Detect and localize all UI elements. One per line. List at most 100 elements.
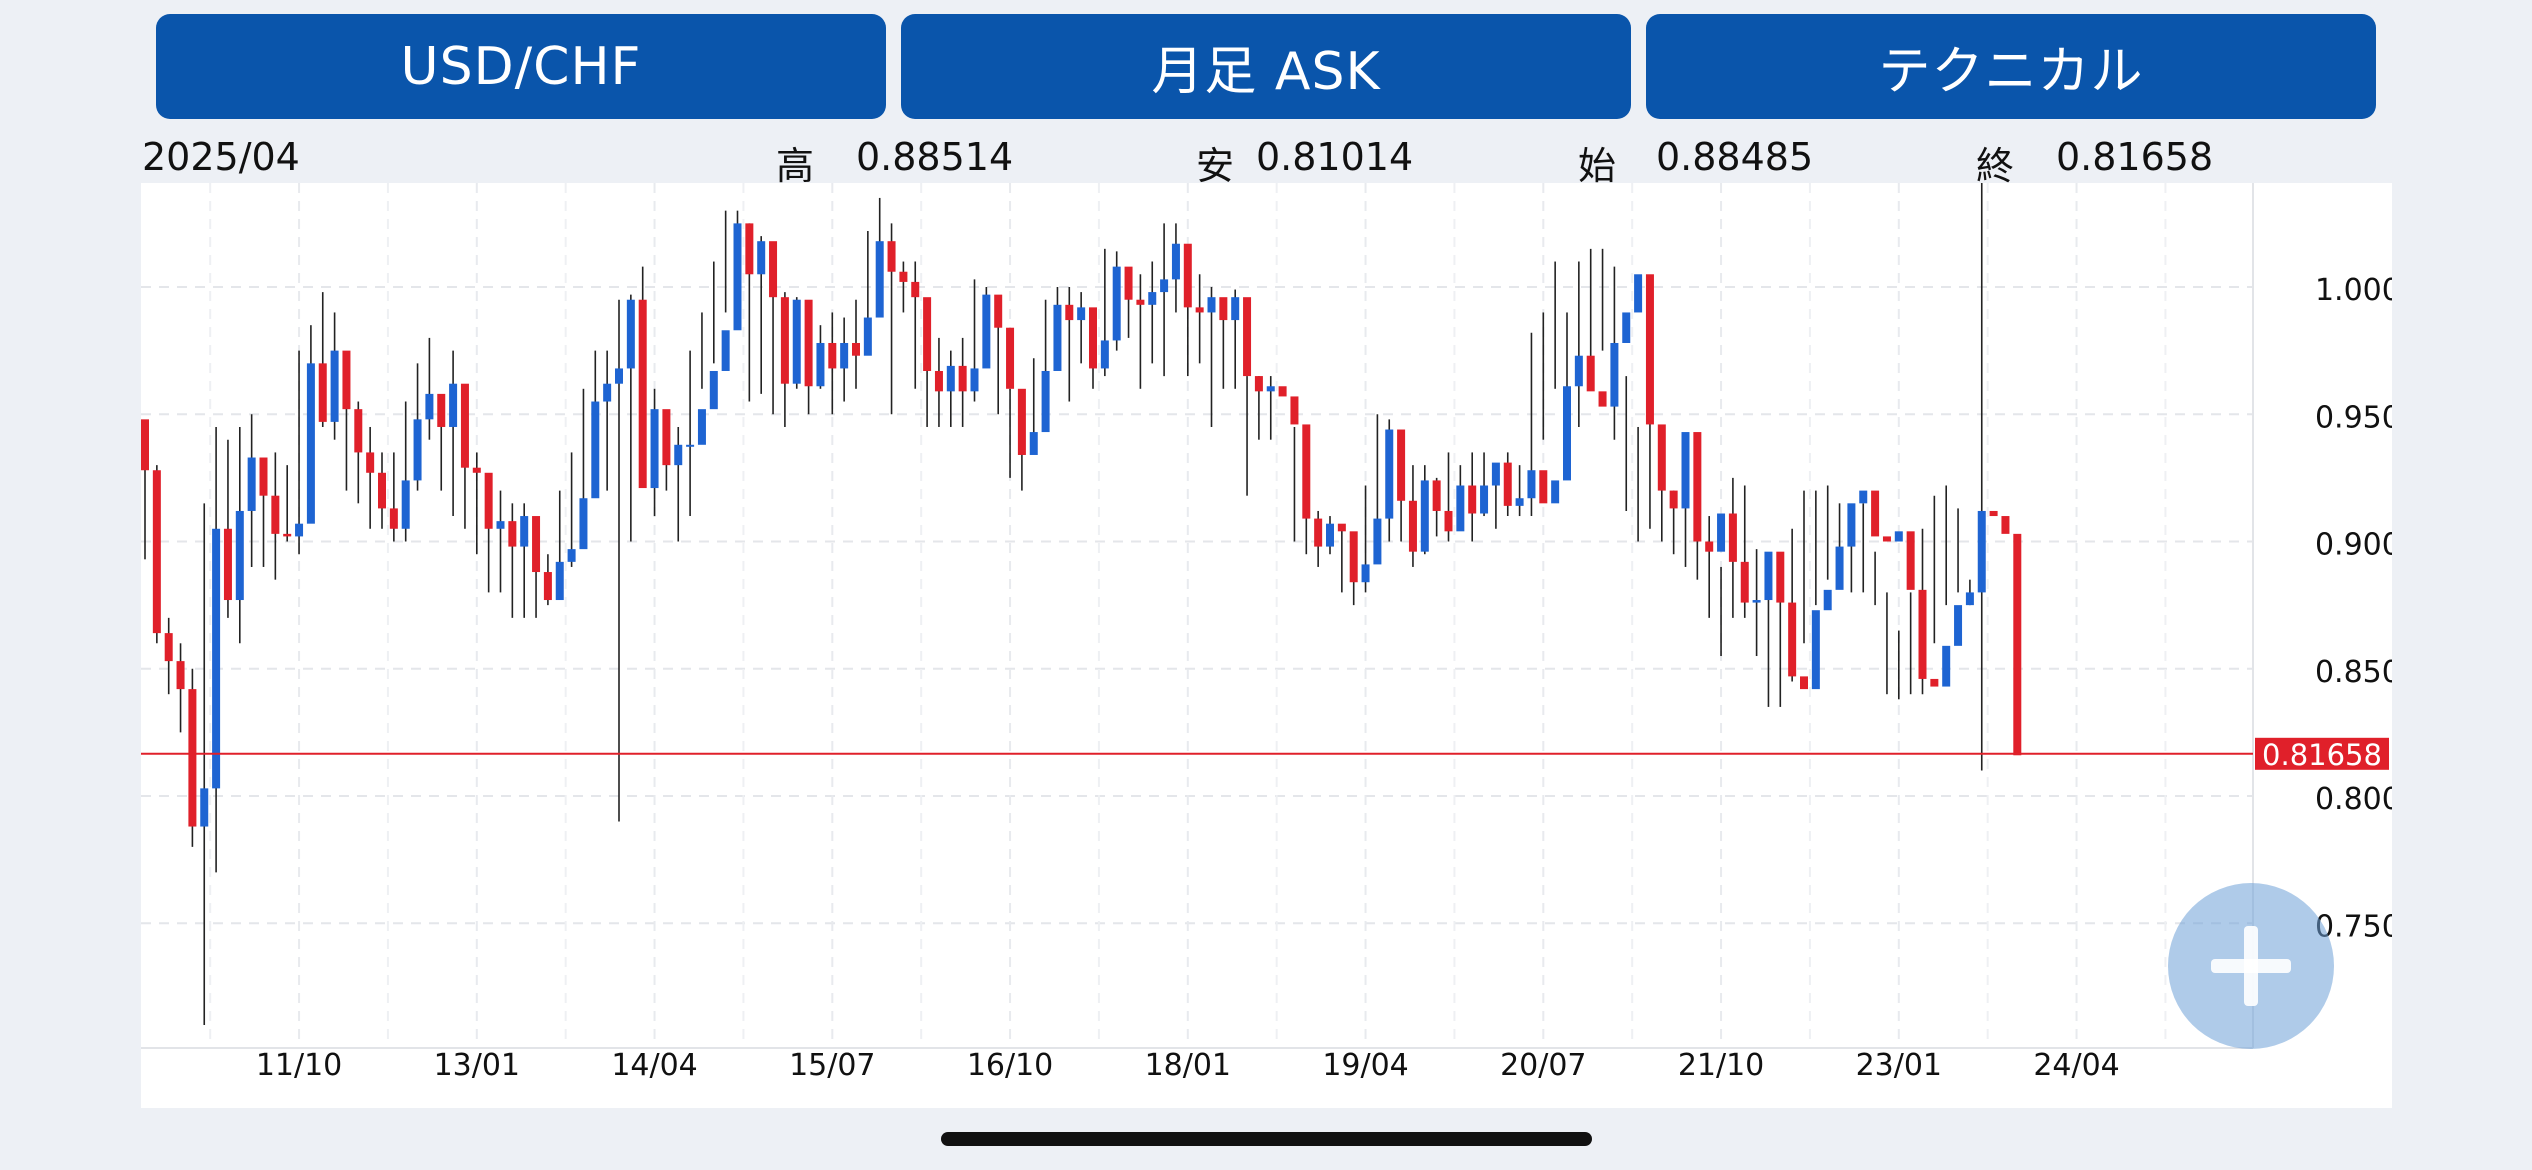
candle-body <box>1219 297 1228 321</box>
candle-body <box>970 368 979 392</box>
candle-body <box>271 495 280 534</box>
x-tick-label: 14/04 <box>611 1048 697 1083</box>
candle-body <box>1610 342 1619 407</box>
candle-body <box>472 467 481 473</box>
candle-body <box>1728 513 1737 562</box>
x-tick-label: 11/10 <box>256 1048 342 1083</box>
y-tick-label: 0.85000 <box>2315 655 2392 690</box>
candle-body <box>318 363 327 422</box>
info-low-value: 0.81014 <box>1256 135 1414 179</box>
candle-body <box>1183 243 1192 308</box>
candle-body <box>1930 678 1939 687</box>
candlestick-chart[interactable]: 1.000000.950000.900000.850000.800000.750… <box>141 183 2392 1108</box>
candle-body <box>1089 307 1097 369</box>
candle-body <box>449 383 458 427</box>
current-price-label: 0.81658 <box>2262 738 2382 772</box>
candle-body <box>733 223 742 331</box>
candle-body <box>1314 518 1323 547</box>
y-tick-label: 0.90000 <box>2315 528 2392 563</box>
candle-body <box>2013 533 2022 756</box>
info-high-label: 高 <box>776 144 815 188</box>
candle-body <box>200 788 209 827</box>
candle-body <box>757 241 766 275</box>
candle-body <box>543 572 552 601</box>
info-date: 2025/04 <box>142 135 300 179</box>
candle-body <box>555 561 564 601</box>
candle-body <box>508 521 517 547</box>
candle-body <box>1918 589 1927 679</box>
candle-body <box>1408 500 1417 552</box>
candle-body <box>1160 279 1169 293</box>
candle-body <box>1231 297 1240 321</box>
candle-body <box>804 299 813 387</box>
candle-body <box>1977 510 1986 593</box>
candle-body <box>579 498 588 550</box>
candle-body <box>1669 490 1678 509</box>
candle-body <box>887 241 896 272</box>
candle-body <box>1634 274 1643 313</box>
candle-body <box>1989 510 1998 517</box>
period-button[interactable]: 月足 ASK <box>901 14 1631 119</box>
candle-body <box>816 342 825 387</box>
candle-body <box>247 457 256 511</box>
candle-body <box>484 472 493 529</box>
y-tick-label: 0.95000 <box>2315 400 2392 435</box>
candle-body <box>1278 386 1287 397</box>
candle-body <box>1705 541 1714 552</box>
candle-body <box>1906 531 1915 590</box>
candle-body <box>1657 424 1666 491</box>
info-close-value: 0.81658 <box>2056 135 2214 179</box>
candle-body <box>1859 490 1868 504</box>
candle-body <box>1574 355 1583 387</box>
candle-body <box>295 523 304 537</box>
candle-body <box>1397 429 1406 501</box>
candle-body <box>1124 266 1133 300</box>
info-open-label: 始 <box>1578 144 1617 188</box>
candle-body <box>852 342 860 356</box>
candle-body <box>1515 498 1524 506</box>
candle-body <box>1243 297 1252 377</box>
home-indicator <box>941 1132 1592 1146</box>
candle-body <box>875 241 884 318</box>
candle-body <box>923 297 932 371</box>
candle-body <box>1871 490 1880 537</box>
candle-body <box>603 383 612 402</box>
candle-body <box>745 223 754 275</box>
candle-body <box>1029 432 1038 455</box>
candle-body <box>520 516 529 547</box>
plus-icon[interactable] <box>2168 883 2334 1049</box>
x-tick-label: 24/04 <box>2033 1048 2119 1083</box>
candle-body <box>899 271 908 282</box>
x-tick-label: 18/01 <box>1145 1048 1231 1083</box>
candle-body <box>1006 327 1015 389</box>
candle-body <box>1017 388 1026 455</box>
candle-body <box>567 549 576 562</box>
chart-area[interactable]: 1.000000.950000.900000.850000.800000.750… <box>141 183 2392 1108</box>
x-tick-label: 19/04 <box>1322 1048 1408 1083</box>
candle-body <box>1693 432 1702 542</box>
currency-pair-button[interactable]: USD/CHF <box>156 14 886 119</box>
candle-body <box>1622 312 1631 343</box>
candle-body <box>1373 518 1382 565</box>
candle-body <box>1112 266 1121 341</box>
candle-body <box>1444 510 1453 532</box>
candle-body <box>828 342 837 369</box>
candle-body <box>1385 429 1394 519</box>
candle-body <box>1337 523 1346 532</box>
candle-body <box>721 330 730 371</box>
candle-body <box>1290 396 1299 425</box>
candle-body <box>496 521 505 529</box>
technical-button[interactable]: テクニカル <box>1646 14 2376 119</box>
candle-body <box>1136 299 1145 305</box>
candle-body <box>152 470 161 634</box>
candle-body <box>1598 391 1607 407</box>
candle-body <box>1752 600 1761 603</box>
candle-body <box>306 363 315 524</box>
candle-body <box>235 510 244 601</box>
candle-body <box>1266 386 1275 392</box>
candle-body <box>1645 274 1654 425</box>
x-tick-label: 21/10 <box>1678 1048 1764 1083</box>
candle-body <box>1717 513 1726 552</box>
candle-body <box>1882 536 1891 542</box>
candle-body <box>1764 551 1773 601</box>
